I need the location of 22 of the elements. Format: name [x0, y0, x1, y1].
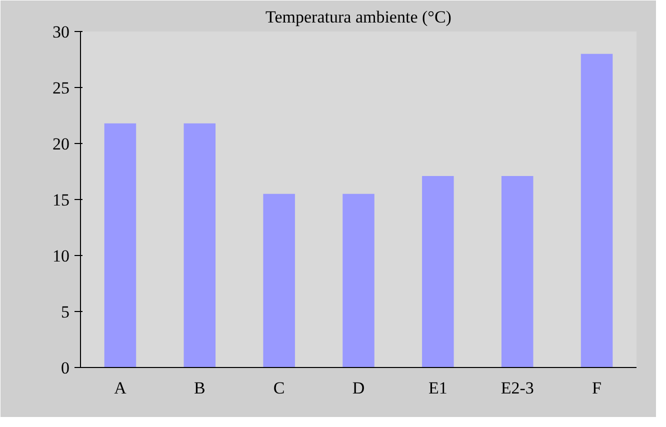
bar: [501, 176, 534, 368]
y-tick-label: 0: [61, 358, 70, 378]
chart-title: Temperatura ambiente (°C): [266, 8, 452, 26]
bar: [580, 54, 613, 368]
bar: [184, 123, 216, 368]
bar: [342, 194, 374, 368]
y-tick-label: 5: [61, 302, 70, 322]
y-tick-label: 15: [52, 190, 70, 210]
bar: [104, 123, 136, 368]
x-tick-label: E1: [428, 378, 448, 398]
y-tick-label: 25: [52, 78, 70, 98]
x-tick-label: F: [592, 378, 602, 398]
y-tick-label: 20: [52, 134, 70, 154]
x-tick-label: C: [273, 378, 285, 398]
y-tick-label: 10: [52, 246, 70, 266]
x-tick-label: E2-3: [500, 378, 534, 398]
x-tick-label: D: [352, 378, 365, 398]
y-tick-label: 30: [52, 22, 70, 42]
x-tick-label: A: [114, 378, 128, 398]
bar: [422, 176, 454, 368]
x-tick-label: B: [194, 378, 206, 398]
bar: [263, 194, 295, 368]
